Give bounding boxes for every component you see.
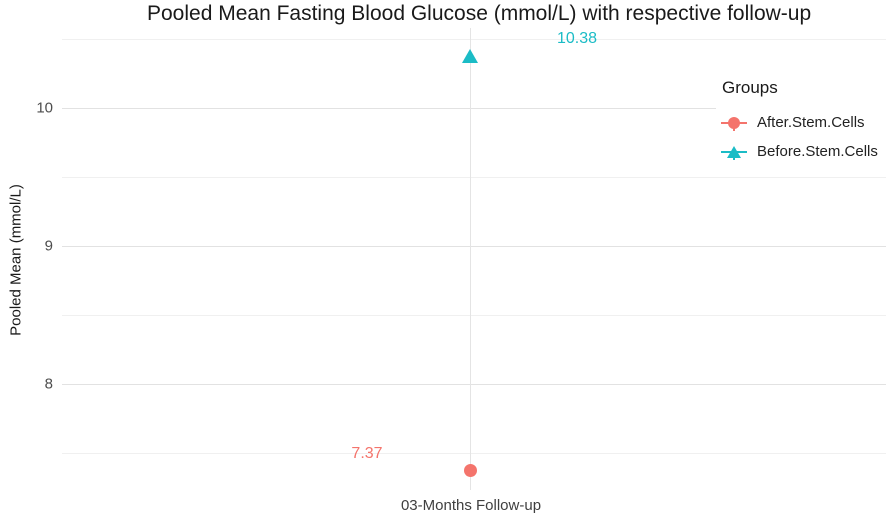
gridline-major: [62, 383, 886, 385]
legend-triangle-icon: [727, 145, 741, 158]
gridline-minor: [62, 314, 886, 316]
gridline-minor: [62, 452, 886, 454]
legend-item-label: Before.Stem.Cells: [757, 143, 878, 160]
gridline-minor: [62, 39, 886, 41]
legend-item: After.Stem.Cells: [716, 108, 886, 137]
x-axis-category-label: 03-Months Follow-up: [400, 497, 542, 514]
chart-title: Pooled Mean Fasting Blood Glucose (mmol/…: [147, 2, 812, 25]
legend-key-glyph: [721, 115, 747, 131]
legend: Groups After.Stem.Cells Before.Stem.Cells: [716, 74, 886, 174]
gridline-major: [62, 107, 886, 109]
data-point-value-label: 7.37: [351, 444, 383, 462]
legend-item: Before.Stem.Cells: [716, 137, 886, 166]
gridline-x-category: [470, 28, 471, 490]
y-axis-title: Pooled Mean (mmol/L): [7, 184, 25, 336]
legend-title: Groups: [722, 78, 778, 97]
legend-item-label: After.Stem.Cells: [757, 114, 865, 131]
gridline-major: [62, 245, 886, 247]
legend-key-glyph: [721, 144, 747, 160]
legend-items: After.Stem.Cells Before.Stem.Cells: [716, 108, 886, 166]
data-point-before-stem-cells: [462, 48, 478, 63]
gridline-minor: [62, 176, 886, 178]
data-point-value-label: 10.38: [556, 29, 598, 47]
y-tick-label: 10: [36, 99, 53, 117]
y-tick-label: 8: [44, 375, 53, 393]
y-tick-label: 9: [44, 237, 53, 255]
legend-circle-icon: [728, 116, 740, 129]
data-point-after-stem-cells: [463, 464, 477, 478]
